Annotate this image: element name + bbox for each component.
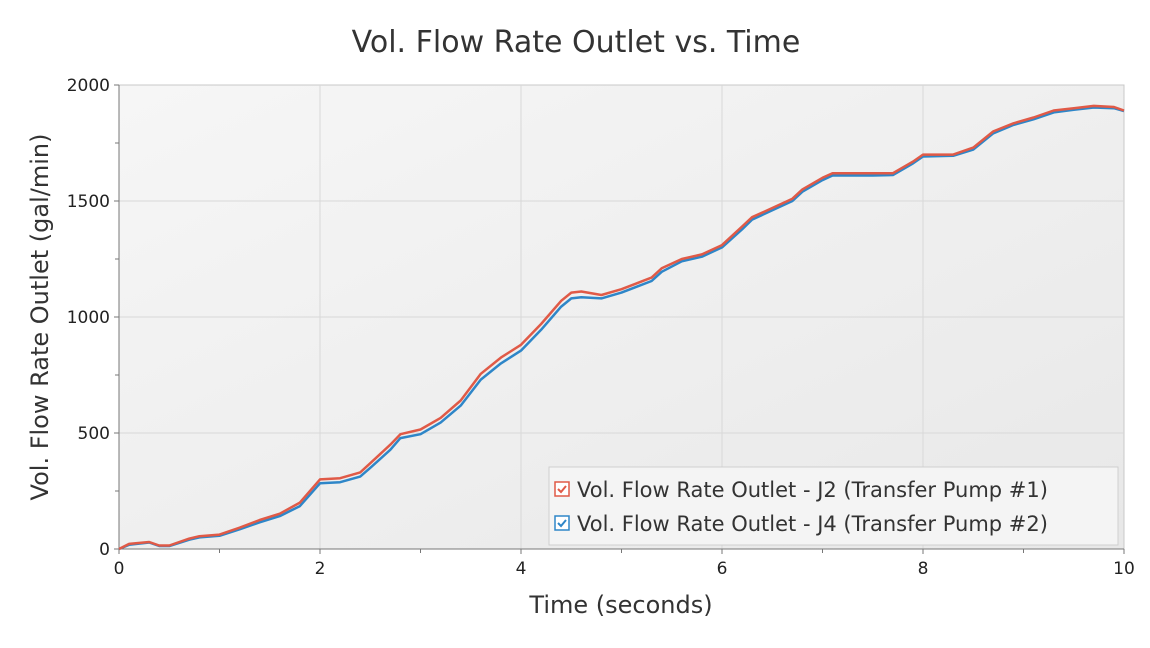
chart-title: Vol. Flow Rate Outlet vs. Time (352, 25, 801, 60)
x-tick-label: 4 (516, 559, 527, 579)
x-tick-label: 10 (1113, 559, 1135, 579)
legend-item-j2[interactable]: Vol. Flow Rate Outlet - J2 (Transfer Pum… (554, 478, 1048, 502)
legend-label-j4: Vol. Flow Rate Outlet - J4 (Transfer Pum… (577, 512, 1048, 536)
y-tick-label: 500 (78, 424, 110, 444)
legend-item-j4[interactable]: Vol. Flow Rate Outlet - J4 (Transfer Pum… (554, 512, 1048, 536)
y-tick-label: 1000 (67, 308, 110, 328)
check-icon (557, 485, 567, 494)
legend-label-j2: Vol. Flow Rate Outlet - J2 (Transfer Pum… (577, 478, 1048, 502)
legend-checkbox-j4[interactable] (554, 515, 570, 531)
series-line-j4 (118, 106, 1125, 551)
check-icon (557, 519, 567, 528)
legend-box (548, 466, 1119, 546)
y-tick-label: 0 (99, 540, 110, 560)
legend-checkbox-j2[interactable] (554, 481, 570, 497)
y-tick-label: 1500 (67, 192, 110, 212)
x-tick-label: 0 (114, 559, 125, 579)
x-tick-label: 8 (918, 559, 929, 579)
series-line-j2 (118, 104, 1125, 551)
x-tick-label: 2 (315, 559, 326, 579)
grid-lines (119, 85, 1124, 549)
x-axis-label: Time (seconds) (528, 591, 712, 619)
x-tick-label: 6 (717, 559, 728, 579)
y-axis-label: Vol. Flow Rate Outlet (gal/min) (26, 134, 54, 501)
legend[interactable]: Vol. Flow Rate Outlet - J2 (Transfer Pum… (548, 466, 1119, 546)
axes: 0 2 4 6 8 10 0 500 1000 1500 2000 (67, 76, 1135, 579)
y-tick-label: 2000 (67, 76, 110, 96)
series-lines (118, 104, 1125, 551)
